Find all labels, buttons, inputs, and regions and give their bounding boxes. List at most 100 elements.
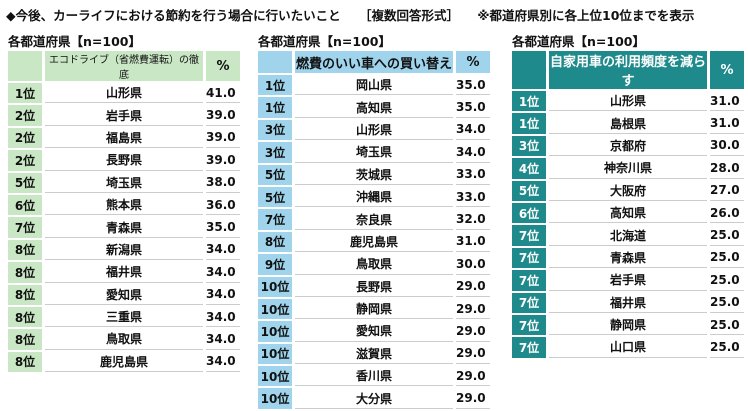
- rank: 6位: [512, 202, 546, 224]
- rank: 7位: [512, 247, 546, 269]
- data-row: 10位 愛知県 29.0: [258, 321, 490, 342]
- rank: 4位: [512, 158, 546, 179]
- rank: 10位: [258, 276, 292, 297]
- rank: 1位: [8, 83, 42, 104]
- header-unit: %: [206, 51, 240, 81]
- prefecture: 鹿児島県: [45, 351, 203, 373]
- data-row: 2位 福島県 39.0: [8, 127, 240, 149]
- prefecture: 香川県: [295, 366, 453, 387]
- percent: 35.0: [456, 97, 490, 118]
- rank: 8位: [8, 329, 42, 350]
- data-row: 8位 福井県 34.0: [8, 262, 240, 283]
- data-row: 3位 京都府 30.0: [512, 135, 744, 157]
- data-row: 7位 福井県 25.0: [512, 292, 744, 313]
- note: ［複数回答形式］: [358, 8, 459, 23]
- percent: 30.0: [456, 254, 490, 275]
- rank: 9位: [258, 254, 292, 275]
- ranking-table: 自家用車の利用頻度を減らす% 1位 山形県 31.0 1位 島根県 31.0 3位 京都府 30.…: [509, 49, 747, 360]
- data-row: 7位 北海道 25.0: [512, 225, 744, 246]
- data-row: 6位 熊本県 36.0: [8, 194, 240, 216]
- rank: 8位: [8, 284, 42, 305]
- prefecture: 静岡県: [295, 298, 453, 320]
- prefecture: 鳥取県: [295, 254, 453, 275]
- rank: 6位: [8, 194, 42, 216]
- percent: 31.0: [456, 231, 490, 253]
- percent: 39.0: [206, 105, 240, 126]
- percent: 33.0: [456, 186, 490, 208]
- rank: 10位: [258, 388, 292, 409]
- data-row: 5位 埼玉県 38.0: [8, 172, 240, 193]
- prefecture: 岩手県: [549, 270, 707, 291]
- rank: 7位: [512, 314, 546, 336]
- prefecture: 大阪府: [549, 180, 707, 201]
- prefecture: 山形県: [45, 83, 203, 104]
- percent: 29.0: [456, 298, 490, 320]
- rank: 7位: [512, 292, 546, 313]
- rank: 2位: [8, 105, 42, 126]
- rank: 5位: [512, 180, 546, 201]
- data-row: 7位 青森県 35.0: [8, 217, 240, 238]
- rank: 7位: [512, 337, 546, 358]
- rank: 2位: [8, 127, 42, 149]
- prefecture: 福島県: [45, 127, 203, 149]
- percent: 35.0: [206, 217, 240, 238]
- subtitle: 各都道府県【n=100】: [258, 34, 391, 49]
- rank: 1位: [512, 113, 546, 134]
- percent: 34.0: [456, 119, 490, 141]
- prefecture: 福井県: [45, 262, 203, 283]
- data-row: 7位 山口県 25.0: [512, 337, 744, 358]
- percent: 28.0: [710, 158, 744, 179]
- data-row: 5位 大阪府 27.0: [512, 180, 744, 201]
- percent: 25.0: [710, 225, 744, 246]
- prefecture: 茨城県: [295, 164, 453, 185]
- percent: 41.0: [206, 83, 240, 104]
- prefecture: 鹿児島県: [295, 231, 453, 253]
- percent: 34.0: [206, 284, 240, 305]
- data-row: 10位 長野県 29.0: [258, 276, 490, 297]
- prefecture: 福井県: [549, 292, 707, 313]
- prefecture: 京都府: [549, 135, 707, 157]
- percent: 29.0: [456, 388, 490, 409]
- rank: 10位: [258, 298, 292, 320]
- data-row: 7位 静岡県 25.0: [512, 314, 744, 336]
- prefecture: 鳥取県: [45, 329, 203, 350]
- data-row: 8位 新潟県 34.0: [8, 239, 240, 261]
- rank: 10位: [258, 366, 292, 387]
- data-row: 8位 鳥取県 34.0: [8, 329, 240, 350]
- percent: 34.0: [206, 262, 240, 283]
- rank: 7位: [512, 270, 546, 291]
- rank: 2位: [8, 150, 42, 171]
- data-row: 6位 高知県 26.0: [512, 202, 744, 224]
- rank: 8位: [8, 306, 42, 328]
- header-row: 自家用車の利用頻度を減らす%: [512, 51, 744, 89]
- rank: 7位: [8, 217, 42, 238]
- rank: 5位: [8, 172, 42, 193]
- rank: 10位: [258, 321, 292, 342]
- prefecture: 大分県: [295, 388, 453, 409]
- data-row: 9位 鳥取県 30.0: [258, 254, 490, 275]
- prefecture: 島根県: [549, 113, 707, 134]
- prefecture: 熊本県: [45, 194, 203, 216]
- rank: 10位: [258, 343, 292, 365]
- prefecture: 埼玉県: [45, 172, 203, 193]
- percent: 25.0: [710, 247, 744, 269]
- header-item: 自家用車の利用頻度を減らす: [549, 51, 707, 89]
- percent: 27.0: [710, 180, 744, 201]
- ranking-block: 各都道府県【n=100】 燃費のいい車への買い替え% 1位 岡山県 35.0 1位 高知県 3…: [258, 31, 490, 411]
- percent: 29.0: [456, 276, 490, 297]
- percent: 29.0: [456, 366, 490, 387]
- title: ◆今後、カーライフにおける節約を行う場合に行いたいこと: [6, 8, 341, 23]
- rank: 7位: [258, 209, 292, 230]
- percent: 34.0: [206, 329, 240, 350]
- prefecture: 北海道: [549, 225, 707, 246]
- prefecture: 山口県: [549, 337, 707, 358]
- header-corner: [8, 51, 42, 81]
- percent: 31.0: [710, 113, 744, 134]
- data-row: 1位 山形県 31.0: [512, 91, 744, 112]
- percent: 39.0: [206, 127, 240, 149]
- header-corner: [512, 51, 546, 89]
- prefecture: 三重県: [45, 306, 203, 328]
- prefecture: 愛知県: [295, 321, 453, 342]
- prefecture: 滋賀県: [295, 343, 453, 365]
